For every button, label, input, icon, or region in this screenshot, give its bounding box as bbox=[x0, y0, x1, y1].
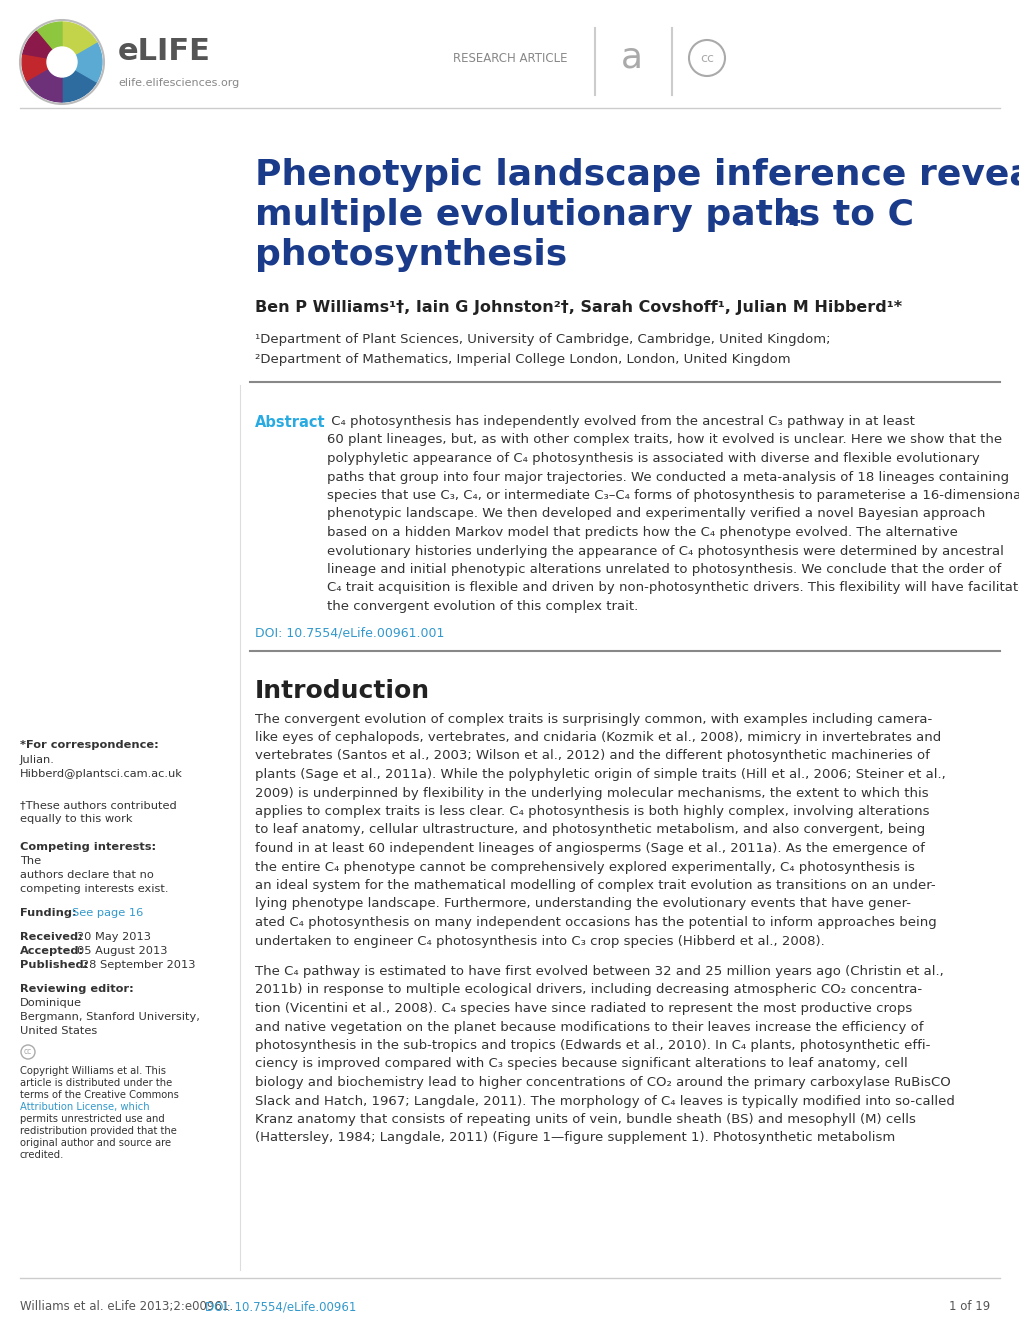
Text: evolutionary histories underlying the appearance of C₄ photosynthesis were deter: evolutionary histories underlying the ap… bbox=[327, 544, 1003, 557]
Text: 2009) is underpinned by flexibility in the underlying molecular mechanisms, the : 2009) is underpinned by flexibility in t… bbox=[255, 787, 927, 800]
Text: undertaken to engineer C₄ photosynthesis into C₃ crop species (Hibberd et al., 2: undertaken to engineer C₄ photosynthesis… bbox=[255, 935, 824, 948]
Text: original author and source are: original author and source are bbox=[20, 1138, 171, 1148]
Wedge shape bbox=[22, 32, 62, 62]
Text: *For correspondence:: *For correspondence: bbox=[20, 741, 159, 750]
Text: The C₄ pathway is estimated to have first evolved between 32 and 25 million year: The C₄ pathway is estimated to have firs… bbox=[255, 965, 943, 978]
Text: 1 of 19: 1 of 19 bbox=[948, 1300, 989, 1313]
Wedge shape bbox=[37, 22, 62, 62]
Wedge shape bbox=[62, 62, 97, 102]
Text: terms of the Creative Commons: terms of the Creative Commons bbox=[20, 1090, 178, 1100]
Text: ated C₄ photosynthesis on many independent occasions has the potential to inform: ated C₄ photosynthesis on many independe… bbox=[255, 916, 935, 929]
Text: 20 May 2013: 20 May 2013 bbox=[76, 932, 151, 942]
Text: See page 16: See page 16 bbox=[72, 908, 143, 917]
Text: and native vegetation on the planet because modifications to their leaves increa: and native vegetation on the planet beca… bbox=[255, 1020, 922, 1034]
Text: DOI: 10.7554/eLife.00961.001: DOI: 10.7554/eLife.00961.001 bbox=[255, 627, 444, 639]
Text: phenotypic landscape. We then developed and experimentally verified a novel Baye: phenotypic landscape. We then developed … bbox=[327, 507, 984, 520]
Text: †These authors contributed: †These authors contributed bbox=[20, 800, 176, 810]
Text: species that use C₃, C₄, or intermediate C₃–C₄ forms of photosynthesis to parame: species that use C₃, C₄, or intermediate… bbox=[327, 488, 1019, 502]
Text: The convergent evolution of complex traits is surprisingly common, with examples: The convergent evolution of complex trai… bbox=[255, 713, 931, 726]
Text: lying phenotype landscape. Furthermore, understanding the evolutionary events th: lying phenotype landscape. Furthermore, … bbox=[255, 898, 910, 911]
Text: Ben P Williams¹†, Iain G Johnston²†, Sarah Covshoff¹, Julian M Hibberd¹*: Ben P Williams¹†, Iain G Johnston²†, Sar… bbox=[255, 300, 901, 315]
Text: biology and biochemistry lead to higher concentrations of CO₂ around the primary: biology and biochemistry lead to higher … bbox=[255, 1076, 950, 1089]
Text: photosynthesis: photosynthesis bbox=[255, 238, 567, 272]
Wedge shape bbox=[28, 62, 62, 102]
Text: RESEARCH ARTICLE: RESEARCH ARTICLE bbox=[452, 51, 567, 65]
Text: DOI: 10.7554/eLife.00961: DOI: 10.7554/eLife.00961 bbox=[205, 1300, 356, 1313]
Circle shape bbox=[47, 48, 76, 77]
Text: cc: cc bbox=[23, 1048, 32, 1056]
Text: lineage and initial phenotypic alterations unrelated to photosynthesis. We concl: lineage and initial phenotypic alteratio… bbox=[327, 564, 1001, 576]
Text: Funding:: Funding: bbox=[20, 908, 76, 917]
Text: 28 September 2013: 28 September 2013 bbox=[82, 960, 196, 970]
Text: Dominique: Dominique bbox=[20, 998, 82, 1008]
Text: Slack and Hatch, 1967; Langdale, 2011). The morphology of C₄ leaves is typically: Slack and Hatch, 1967; Langdale, 2011). … bbox=[255, 1094, 954, 1107]
Text: 4: 4 bbox=[785, 209, 801, 231]
Text: eLIFE: eLIFE bbox=[118, 37, 211, 66]
Text: the convergent evolution of this complex trait.: the convergent evolution of this complex… bbox=[327, 601, 638, 612]
Text: Accepted:: Accepted: bbox=[20, 946, 84, 956]
Text: Introduction: Introduction bbox=[255, 678, 430, 702]
Text: 05 August 2013: 05 August 2013 bbox=[76, 946, 167, 956]
Text: 60 plant lineages, but, as with other complex traits, how it evolved is unclear.: 60 plant lineages, but, as with other co… bbox=[327, 433, 1001, 446]
Text: competing interests exist.: competing interests exist. bbox=[20, 884, 168, 894]
Text: C₄ photosynthesis has independently evolved from the ancestral C₃ pathway in at : C₄ photosynthesis has independently evol… bbox=[327, 414, 914, 428]
Text: 2011b) in response to multiple ecological drivers, including decreasing atmosphe: 2011b) in response to multiple ecologica… bbox=[255, 983, 921, 997]
Text: an ideal system for the mathematical modelling of complex trait evolution as tra: an ideal system for the mathematical mod… bbox=[255, 879, 934, 892]
Text: Bergmann, Stanford University,: Bergmann, Stanford University, bbox=[20, 1012, 200, 1022]
Wedge shape bbox=[62, 22, 97, 62]
Text: found in at least 60 independent lineages of angiosperms (Sage et al., 2011a). A: found in at least 60 independent lineage… bbox=[255, 842, 924, 855]
Text: equally to this work: equally to this work bbox=[20, 814, 132, 824]
Text: plants (Sage et al., 2011a). While the polyphyletic origin of simple traits (Hil: plants (Sage et al., 2011a). While the p… bbox=[255, 768, 945, 781]
Wedge shape bbox=[22, 55, 62, 82]
Text: Received:: Received: bbox=[20, 932, 83, 942]
Text: Published:: Published: bbox=[20, 960, 89, 970]
Text: ²Department of Mathematics, Imperial College London, London, United Kingdom: ²Department of Mathematics, Imperial Col… bbox=[255, 352, 790, 366]
Text: multiple evolutionary paths to C: multiple evolutionary paths to C bbox=[255, 198, 913, 232]
Text: Williams et al. eLife 2013;2:e00961.: Williams et al. eLife 2013;2:e00961. bbox=[20, 1300, 233, 1313]
Text: Hibberd@plantsci.cam.ac.uk: Hibberd@plantsci.cam.ac.uk bbox=[20, 770, 182, 779]
Text: photosynthesis in the sub-tropics and tropics (Edwards et al., 2010). In C₄ plan: photosynthesis in the sub-tropics and tr… bbox=[255, 1039, 929, 1052]
Text: based on a hidden Markov model that predicts how the C₄ phenotype evolved. The a: based on a hidden Markov model that pred… bbox=[327, 525, 957, 539]
Text: Abstract: Abstract bbox=[255, 414, 325, 430]
Text: Kranz anatomy that consists of repeating units of vein, bundle sheath (BS) and m: Kranz anatomy that consists of repeating… bbox=[255, 1113, 915, 1126]
Text: vertebrates (Santos et al., 2003; Wilson et al., 2012) and the different photosy: vertebrates (Santos et al., 2003; Wilson… bbox=[255, 750, 929, 763]
Text: cc: cc bbox=[699, 51, 713, 65]
Text: Reviewing editor:: Reviewing editor: bbox=[20, 983, 133, 994]
Text: Copyright Williams et al. This: Copyright Williams et al. This bbox=[20, 1067, 166, 1076]
Text: paths that group into four major trajectories. We conducted a meta-analysis of 1: paths that group into four major traject… bbox=[327, 470, 1008, 483]
Text: a: a bbox=[621, 41, 642, 75]
Wedge shape bbox=[62, 42, 102, 82]
Text: ciency is improved compared with C₃ species because significant alterations to l: ciency is improved compared with C₃ spec… bbox=[255, 1057, 907, 1071]
Text: permits unrestricted use and: permits unrestricted use and bbox=[20, 1114, 165, 1125]
Text: Phenotypic landscape inference reveals: Phenotypic landscape inference reveals bbox=[255, 158, 1019, 191]
Text: the entire C₄ phenotype cannot be comprehensively explored experimentally, C₄ ph: the entire C₄ phenotype cannot be compre… bbox=[255, 861, 914, 874]
Text: applies to complex traits is less clear. C₄ photosynthesis is both highly comple: applies to complex traits is less clear.… bbox=[255, 805, 928, 818]
Text: C₄ trait acquisition is flexible and driven by non-photosynthetic drivers. This : C₄ trait acquisition is flexible and dri… bbox=[327, 582, 1019, 594]
Text: United States: United States bbox=[20, 1026, 97, 1036]
Text: polyphyletic appearance of C₄ photosynthesis is associated with diverse and flex: polyphyletic appearance of C₄ photosynth… bbox=[327, 451, 979, 465]
Text: article is distributed under the: article is distributed under the bbox=[20, 1078, 172, 1088]
Text: ¹Department of Plant Sciences, University of Cambridge, Cambridge, United Kingdo: ¹Department of Plant Sciences, Universit… bbox=[255, 333, 829, 346]
Text: like eyes of cephalopods, vertebrates, and cnidaria (Kozmik et al., 2008), mimic: like eyes of cephalopods, vertebrates, a… bbox=[255, 731, 941, 744]
Text: Attribution License, which: Attribution License, which bbox=[20, 1102, 150, 1111]
Text: elife.elifesciences.org: elife.elifesciences.org bbox=[118, 78, 239, 88]
Text: redistribution provided that the: redistribution provided that the bbox=[20, 1126, 176, 1137]
Text: authors declare that no: authors declare that no bbox=[20, 870, 154, 880]
Text: Competing interests:: Competing interests: bbox=[20, 842, 156, 851]
Text: tion (Vicentini et al., 2008). C₄ species have since radiated to represent the m: tion (Vicentini et al., 2008). C₄ specie… bbox=[255, 1002, 911, 1015]
Text: to leaf anatomy, cellular ultrastructure, and photosynthetic metabolism, and als: to leaf anatomy, cellular ultrastructure… bbox=[255, 824, 924, 837]
Text: Julian.: Julian. bbox=[20, 755, 55, 766]
Text: The: The bbox=[20, 855, 41, 866]
Text: credited.: credited. bbox=[20, 1150, 64, 1160]
Text: (Hattersley, 1984; Langdale, 2011) (Figure 1—figure supplement 1). Photosyntheti: (Hattersley, 1984; Langdale, 2011) (Figu… bbox=[255, 1131, 895, 1144]
